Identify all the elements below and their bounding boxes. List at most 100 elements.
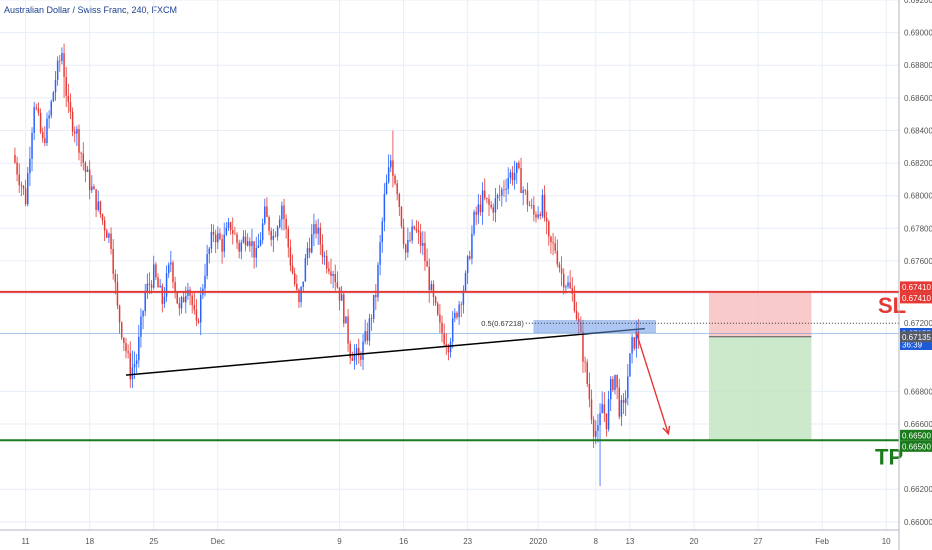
candle-body [377, 264, 379, 298]
candle-body [471, 233, 473, 259]
candle-body [78, 129, 80, 153]
candle-body [296, 283, 298, 290]
candle-body [29, 158, 31, 174]
candle-body [530, 205, 533, 206]
candle-body [39, 112, 42, 132]
candle-body [27, 173, 29, 205]
candles [14, 43, 640, 486]
candle-body [264, 206, 266, 224]
candle-body [516, 162, 518, 174]
candle-body [469, 256, 471, 259]
candle-body [103, 220, 106, 231]
candle-body [343, 294, 345, 324]
candle-body [417, 230, 420, 233]
candle-body [526, 190, 529, 205]
candle-body [441, 322, 443, 334]
candle-body [336, 282, 339, 288]
candle-body [492, 207, 495, 213]
candle-body [35, 107, 38, 109]
candle-body [509, 172, 512, 179]
candle-body [488, 198, 490, 205]
candle-body [475, 211, 477, 215]
y-tick-label: 0.69200 [904, 0, 932, 5]
candle-body [281, 205, 283, 220]
candle-body [240, 242, 243, 252]
candle-body [554, 243, 556, 251]
candle-body [131, 367, 134, 380]
y-tick-label: 0.67800 [904, 224, 932, 233]
candle-body [251, 241, 253, 247]
candle-body [22, 186, 25, 189]
candle-body [238, 242, 240, 252]
candle-body [232, 230, 234, 234]
x-tick-label: 16 [399, 537, 408, 546]
candle-body [490, 204, 492, 208]
candle-body [569, 282, 571, 289]
sl-price-tag-a-bg [900, 281, 932, 293]
candle-body [93, 186, 95, 190]
candle-body [466, 256, 469, 274]
candle-body [558, 264, 561, 269]
candle-body [588, 384, 591, 400]
candle-body [73, 131, 76, 134]
candle-body [270, 230, 272, 240]
candle-body [366, 331, 369, 341]
entry-price-tag-bg [900, 331, 932, 343]
candle-body [41, 131, 44, 139]
candle-body [545, 217, 548, 222]
candle-body [364, 331, 366, 342]
candle-body [257, 245, 260, 248]
candle-body [595, 430, 597, 437]
candle-body [133, 363, 136, 368]
candle-body [565, 286, 567, 288]
candle-body [120, 322, 123, 338]
support-trendline [125, 327, 645, 376]
candle-body [614, 374, 616, 390]
candle-body [332, 274, 334, 276]
candle-body [204, 275, 206, 289]
candle-body [14, 154, 16, 163]
candle-body [319, 227, 322, 245]
candle-body [148, 283, 151, 285]
down-arrow-head [662, 425, 671, 436]
candle-body [592, 419, 595, 437]
candle-body [112, 249, 114, 274]
candle-body [123, 337, 125, 344]
x-tick-label: Feb [815, 537, 829, 546]
candle-body [33, 107, 35, 133]
candle-body [586, 362, 588, 385]
candle-body [624, 397, 627, 403]
x-tick-label: 8 [594, 537, 599, 546]
risk-reward-box[interactable] [708, 291, 812, 441]
candle-body [219, 233, 221, 240]
x-tick-label: 23 [463, 537, 472, 546]
candle-body [67, 95, 70, 102]
candle-body [278, 219, 281, 228]
candle-body [208, 248, 211, 255]
candle-body [195, 309, 198, 321]
candle-body [37, 108, 40, 113]
candle-body [398, 194, 401, 207]
candle-body [390, 160, 392, 168]
candle-body [400, 206, 403, 227]
x-tick-label: 9 [337, 537, 342, 546]
candle-body [276, 227, 279, 237]
candle-body [607, 399, 610, 430]
candle-body [268, 217, 270, 231]
candle-body [372, 294, 375, 319]
candle-body [479, 204, 482, 213]
candle-body [54, 79, 57, 93]
candle-body [428, 266, 430, 291]
candle-body [311, 234, 313, 253]
candle-body [116, 282, 119, 306]
candle-body [52, 92, 55, 102]
candle-body [627, 376, 629, 398]
x-tick-label: 18 [85, 537, 94, 546]
candle-body [172, 262, 174, 283]
candle-body [567, 282, 569, 287]
candle-body [370, 318, 373, 319]
candle-body [253, 241, 255, 258]
candle-body [261, 223, 264, 241]
